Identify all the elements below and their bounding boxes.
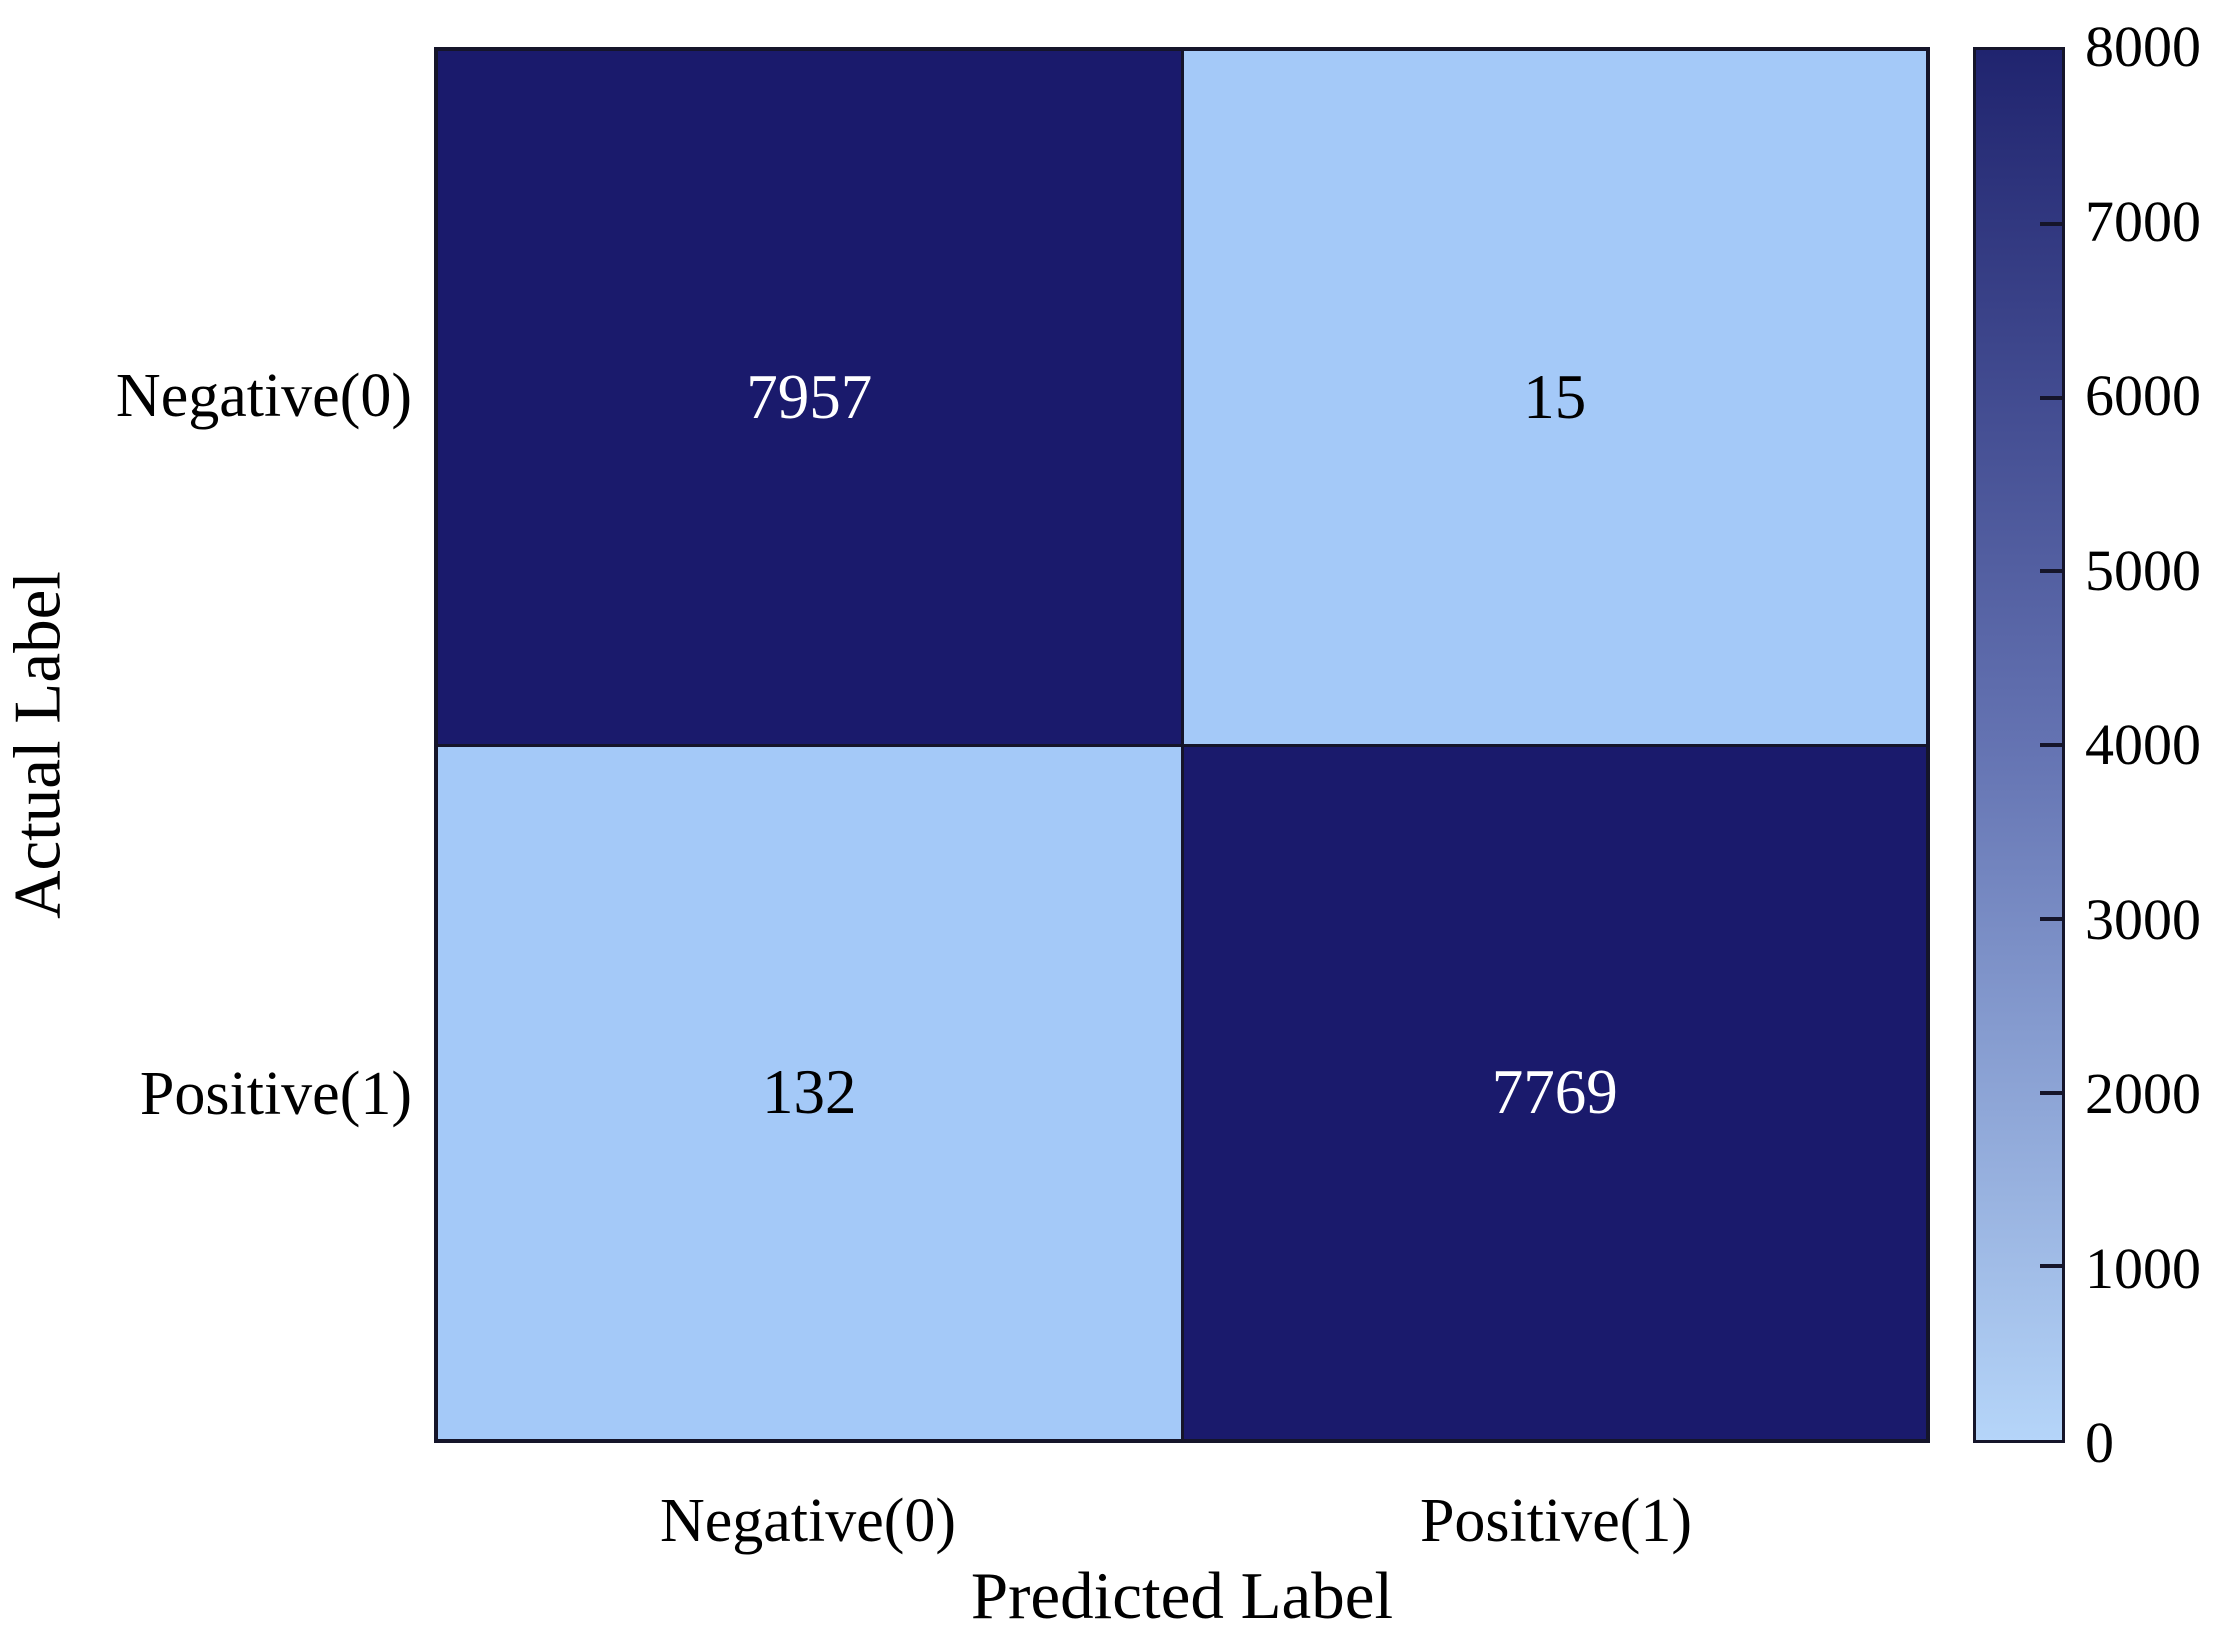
colorbar-tick <box>2040 395 2062 400</box>
cell-actual-negative-pred-negative: 7957 <box>438 51 1181 744</box>
colorbar-tick-label: 3000 <box>2085 886 2201 952</box>
xtick-label-negative: Negative(0) <box>659 1487 957 1555</box>
xtick-label-positive: Positive(1) <box>1419 1487 1693 1555</box>
heatmap-grid: 7957 15 132 7769 <box>434 47 1930 1443</box>
colorbar <box>1973 47 2065 1443</box>
colorbar-tick-label: 4000 <box>2085 712 2201 777</box>
colorbar-tick <box>2040 1090 2062 1095</box>
ytick-label-positive: Positive(1) <box>139 1060 412 1128</box>
colorbar-tick-label: 0 <box>2085 1410 2114 1475</box>
y-axis-title: Actual Label <box>0 571 75 919</box>
colorbar-tick-label: 2000 <box>2085 1061 2201 1126</box>
colorbar-tick-label: 7000 <box>2085 188 2201 254</box>
colorbar-tick-label: 8000 <box>2085 14 2201 79</box>
cell-actual-negative-pred-positive: 15 <box>1183 51 1926 744</box>
ytick-label-negative: Negative(0) <box>115 362 412 430</box>
colorbar-tick-label: 1000 <box>2085 1235 2201 1301</box>
colorbar-tick <box>2040 743 2062 747</box>
colorbar-tick-label: 5000 <box>2085 537 2201 603</box>
colorbar-tick-label: 6000 <box>2085 363 2201 428</box>
cell-actual-positive-pred-negative: 132 <box>438 746 1181 1439</box>
colorbar-tick <box>2040 916 2062 921</box>
cell-actual-positive-pred-positive: 7769 <box>1183 746 1926 1439</box>
x-axis-title: Predicted Label <box>970 1559 1394 1633</box>
colorbar-tick <box>2040 1264 2062 1269</box>
colorbar-tick <box>2040 569 2062 574</box>
colorbar-tick <box>2040 221 2062 226</box>
